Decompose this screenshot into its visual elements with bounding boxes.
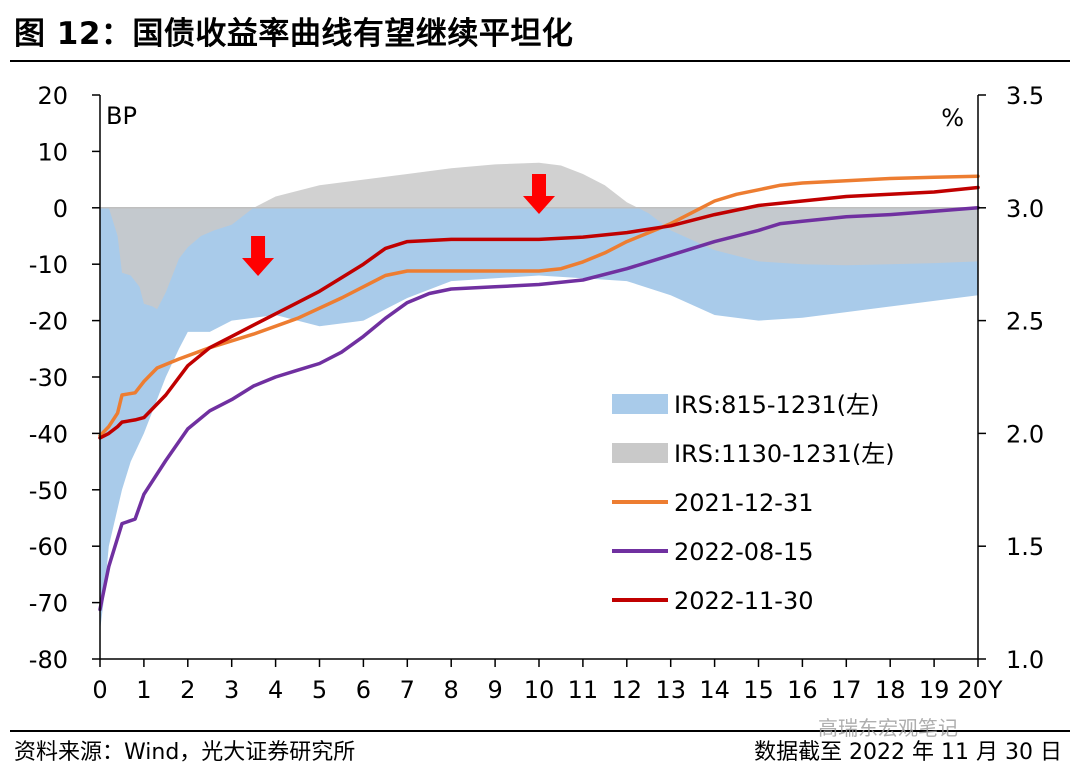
footer-rule [10, 730, 1070, 732]
x-tick-label: 16 [787, 676, 818, 704]
right-tick-label: 1.0 [1006, 646, 1044, 674]
left-tick-label: -10 [29, 251, 68, 279]
x-tick-label: 11 [568, 676, 599, 704]
legend-swatch [612, 394, 668, 414]
axes: 20100-10-20-30-40-50-60-70-803.53.02.52.… [29, 82, 1044, 704]
legend-item: 2022-08-15 [612, 538, 813, 566]
x-tick-label: 1 [136, 676, 151, 704]
left-tick-label: 20 [37, 82, 68, 110]
x-tick-label: 14 [699, 676, 730, 704]
x-tick-label: 7 [400, 676, 415, 704]
left-axis-unit: BP [106, 102, 137, 130]
x-tick-label: 0 [92, 676, 107, 704]
x-tick-label: 13 [655, 676, 686, 704]
left-tick-label: 0 [53, 195, 68, 223]
line-2021-12-31 [98, 174, 980, 438]
x-tick-label: 6 [356, 676, 371, 704]
legend-label: IRS:815-1231(左) [674, 391, 879, 419]
left-tick-label: 10 [37, 138, 68, 166]
x-tick-label: 17 [831, 676, 862, 704]
legend-item: IRS:1130-1231(左) [612, 440, 895, 468]
x-tick-label: 18 [875, 676, 906, 704]
legend: IRS:815-1231(左) IRS:1130-1231(左) 2021-12-3… [612, 391, 895, 615]
down-arrow-icon [523, 173, 555, 214]
legend-item: 2022-11-30 [612, 587, 813, 615]
right-tick-label: 2.5 [1006, 308, 1044, 336]
figure-title: 图 12：国债收益率曲线有望继续平坦化 [14, 16, 574, 52]
area-irs-1130-1231 [100, 162, 978, 310]
line-2022-11-30 [98, 185, 980, 440]
watermark-text: 高瑞东宏观笔记 [818, 716, 958, 740]
x-tick-label: 2 [180, 676, 195, 704]
left-tick-label: -70 [29, 590, 68, 618]
legend-item: IRS:815-1231(左) [612, 391, 879, 419]
x-tick-label: 4 [268, 676, 283, 704]
x-tick-label: 15 [743, 676, 774, 704]
area-series-layer [100, 162, 978, 631]
legend-item: 2021-12-31 [612, 489, 813, 517]
right-tick-label: 2.0 [1006, 420, 1044, 448]
x-tick-label: 8 [444, 676, 459, 704]
legend-swatch [612, 443, 668, 463]
line-2022-08-15 [98, 206, 980, 612]
x-tick-label: 5 [312, 676, 327, 704]
right-tick-label: 3.0 [1006, 195, 1044, 223]
legend-label: 2021-12-31 [674, 489, 813, 517]
right-tick-label: 3.5 [1006, 82, 1044, 110]
left-tick-label: -20 [29, 308, 68, 336]
legend-label: 2022-08-15 [674, 538, 813, 566]
left-tick-label: -30 [29, 364, 68, 392]
annotation-arrows [242, 173, 555, 276]
x-tick-label: 10 [524, 676, 555, 704]
legend-label: 2022-11-30 [674, 587, 813, 615]
left-tick-label: -80 [29, 646, 68, 674]
yield-curve-chart: 20100-10-20-30-40-50-60-70-803.53.02.52.… [29, 82, 1044, 704]
x-tick-label: 3 [224, 676, 239, 704]
left-tick-label: -50 [29, 477, 68, 505]
x-tick-label: 20Y [957, 676, 1003, 704]
left-tick-label: -40 [29, 420, 68, 448]
right-tick-label: 1.5 [1006, 533, 1044, 561]
source-note: 资料来源：Wind，光大证券研究所 [14, 740, 356, 765]
x-tick-label: 19 [919, 676, 950, 704]
line-series-layer [98, 174, 980, 612]
right-axis-unit: % [941, 104, 964, 132]
title-rule [10, 60, 1070, 62]
x-tick-label: 9 [487, 676, 502, 704]
data-as-of-note: 数据截至 2022 年 11 月 30 日 [754, 740, 1062, 765]
left-tick-label: -60 [29, 533, 68, 561]
area-irs-815-1231 [100, 207, 978, 631]
legend-label: IRS:1130-1231(左) [674, 440, 895, 468]
down-arrow-icon [242, 236, 275, 276]
x-tick-label: 12 [612, 676, 643, 704]
